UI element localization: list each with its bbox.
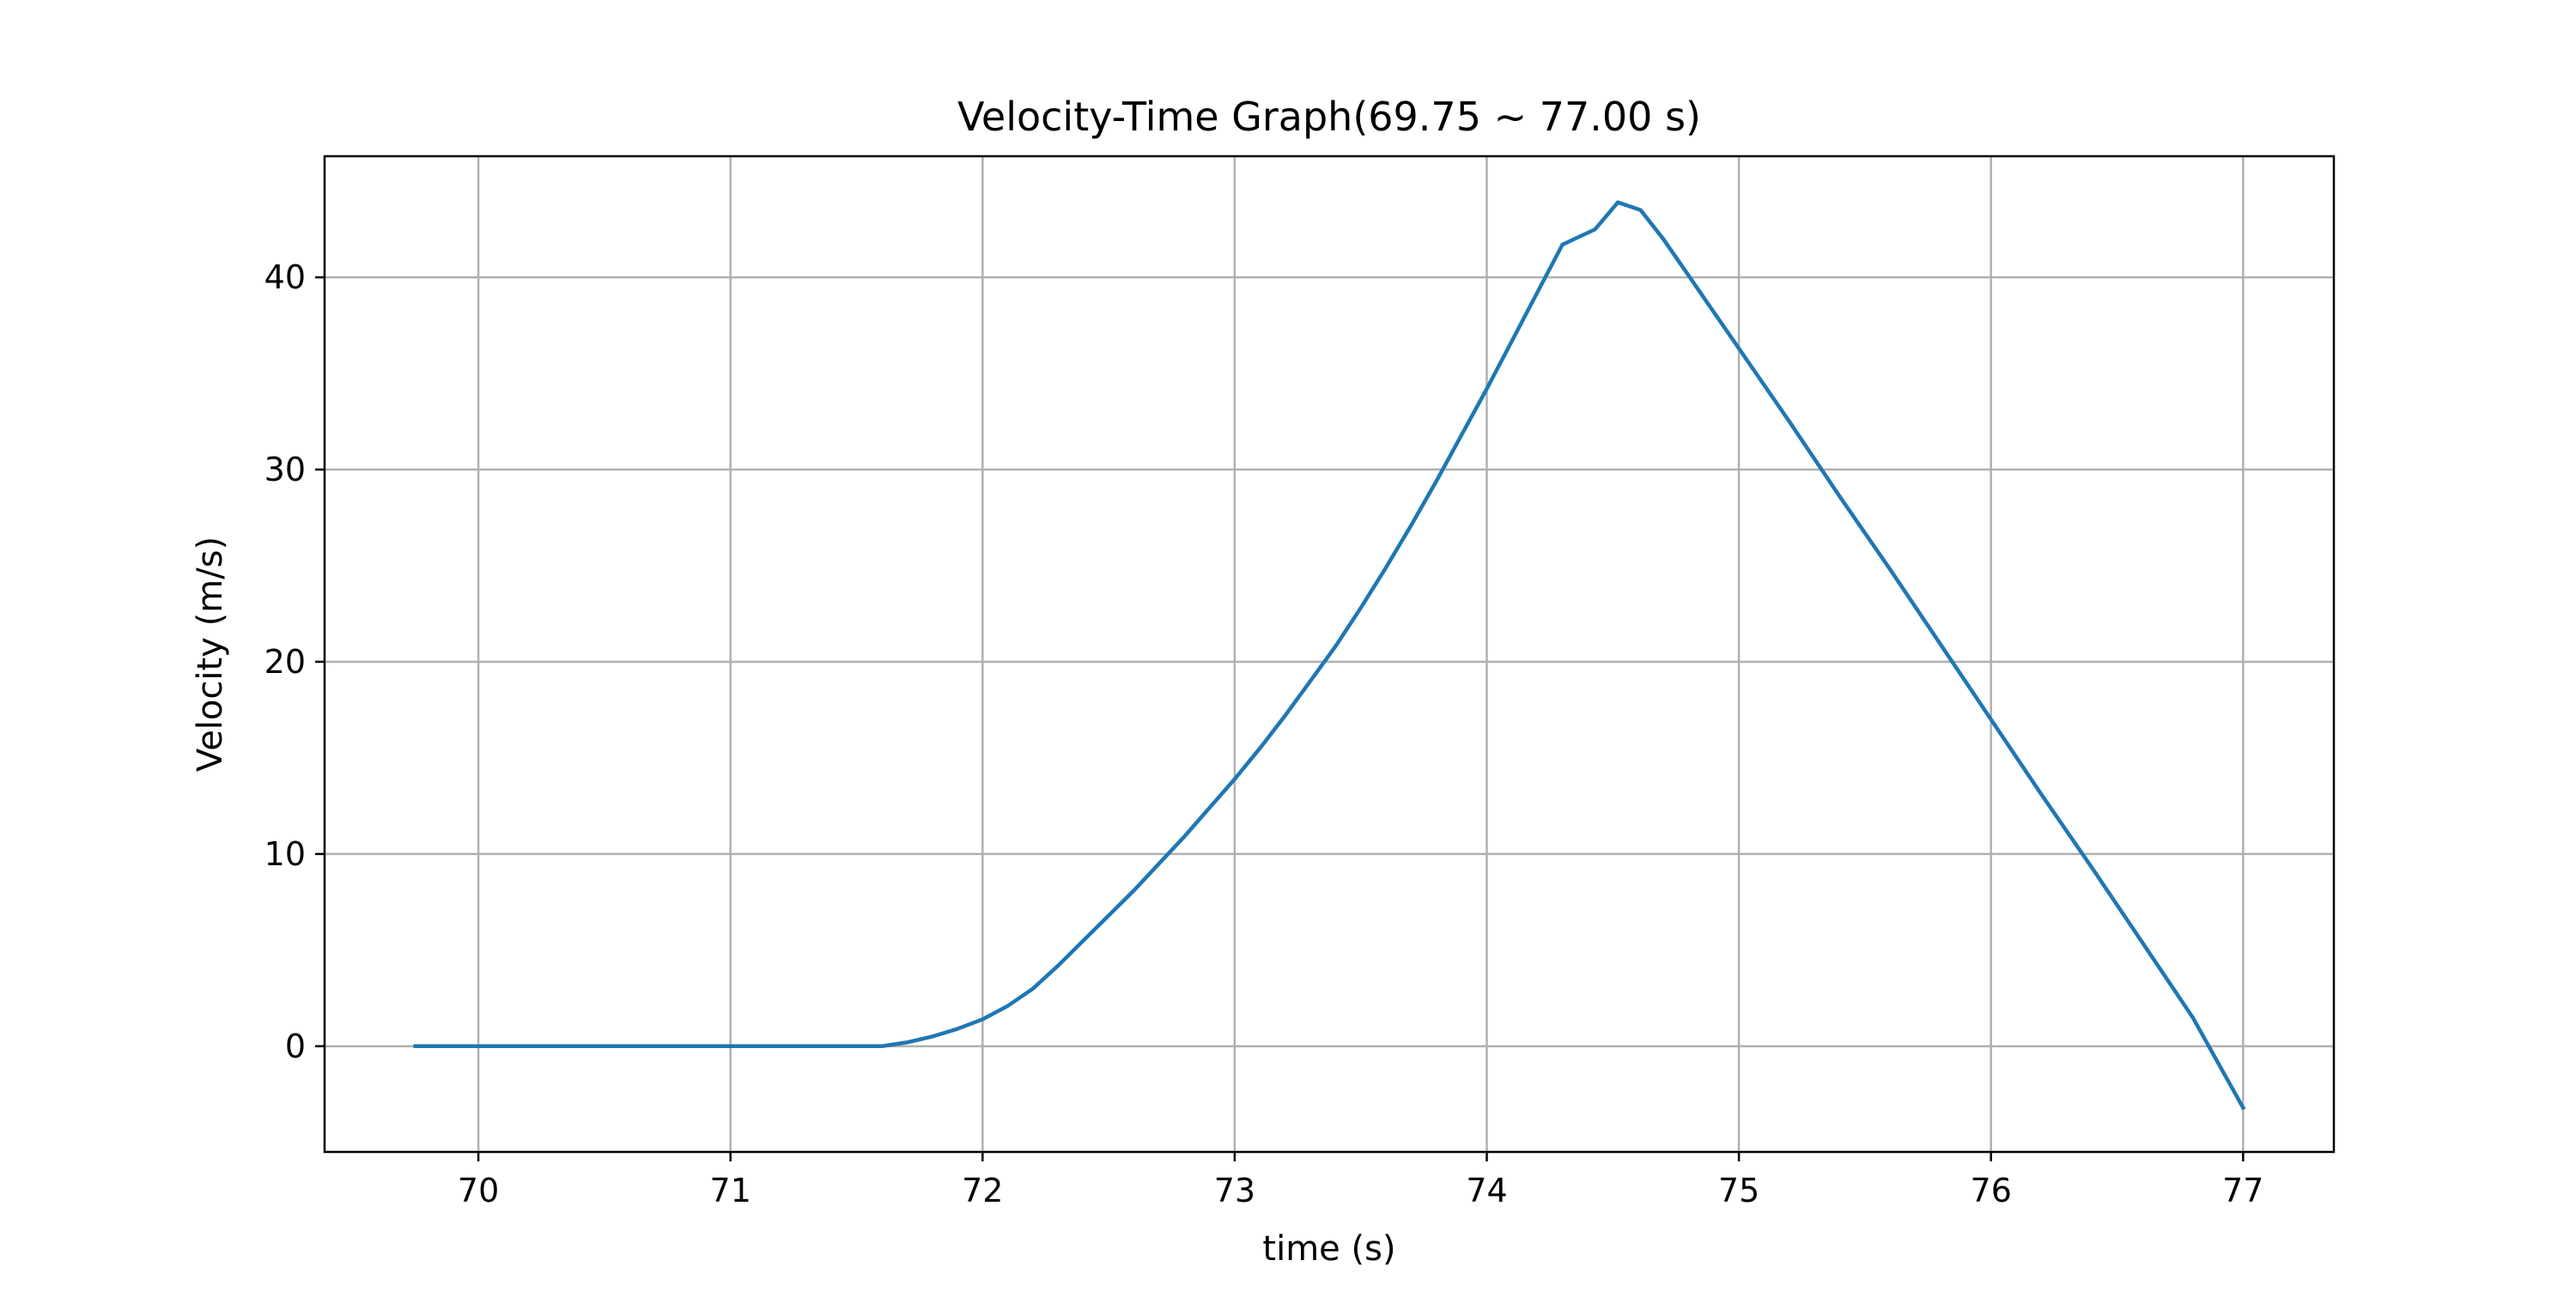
series-layer	[413, 200, 2246, 1111]
x-axis-ticks: 70 71 72 73 74 75 76 77	[458, 1152, 2263, 1209]
x-tick-label: 73	[1214, 1172, 1255, 1209]
x-axis-label: time (s)	[1262, 1229, 1395, 1269]
y-axis-ticks: 0 10 20 30 40	[264, 258, 325, 1065]
y-tick-label: 20	[264, 643, 306, 681]
x-tick-label: 74	[1466, 1172, 1507, 1209]
y-axis-label: Velocity (m/s)	[191, 536, 230, 772]
plot-frame	[323, 155, 2336, 1154]
y-tick-label: 10	[264, 835, 306, 873]
chart-title: Velocity-Time Graph(69.75 ~ 77.00 s)	[957, 94, 1701, 140]
y-tick-label: 40	[264, 258, 306, 296]
x-tick-label: 71	[710, 1172, 751, 1209]
x-tick-label: 76	[1971, 1172, 2012, 1209]
x-tick-label: 75	[1718, 1172, 1759, 1209]
series-line-velocity	[413, 200, 2246, 1111]
x-tick-label: 72	[962, 1172, 1003, 1209]
y-tick-label: 30	[264, 451, 306, 488]
x-tick-label: 70	[458, 1172, 499, 1209]
grid	[325, 156, 2334, 1152]
x-tick-label: 77	[2222, 1172, 2263, 1209]
y-tick-label: 0	[285, 1027, 306, 1065]
